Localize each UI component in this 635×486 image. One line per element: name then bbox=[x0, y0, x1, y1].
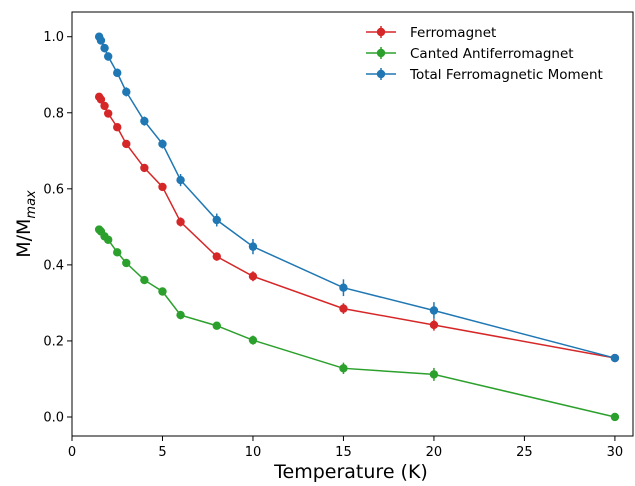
data-point bbox=[113, 123, 122, 132]
data-point bbox=[339, 364, 348, 373]
data-point bbox=[212, 321, 221, 330]
data-point bbox=[96, 36, 106, 45]
legend-label: Ferromagnet bbox=[410, 25, 496, 41]
legend-marker bbox=[376, 69, 386, 79]
data-point bbox=[140, 163, 149, 173]
y-tick-label: 1.0 bbox=[43, 30, 64, 45]
data-point bbox=[610, 353, 620, 363]
data-point bbox=[339, 283, 348, 292]
data-point bbox=[176, 217, 185, 227]
series-line bbox=[98, 96, 616, 359]
data-point bbox=[140, 275, 149, 285]
series-ferromagnet bbox=[94, 92, 620, 363]
data-point bbox=[339, 304, 348, 313]
x-axis-title: Temperature (K) bbox=[273, 461, 428, 483]
data-point bbox=[122, 139, 131, 149]
series-line bbox=[98, 228, 616, 418]
data-point bbox=[212, 215, 221, 225]
y-tick-label: 0.8 bbox=[43, 106, 64, 121]
x-tick-label: 20 bbox=[426, 445, 443, 460]
y-tick-label: 0.6 bbox=[43, 182, 64, 197]
data-point bbox=[122, 258, 131, 268]
data-point bbox=[158, 287, 167, 296]
data-point bbox=[429, 370, 439, 379]
data-point bbox=[429, 320, 439, 330]
legend: Ferromagnet Canted Antiferromagnet Total F… bbox=[366, 25, 603, 83]
data-point bbox=[248, 335, 258, 345]
data-point bbox=[140, 116, 149, 126]
data-point bbox=[96, 95, 106, 104]
plot-frame bbox=[71, 11, 634, 437]
x-tick-label: 25 bbox=[516, 445, 533, 460]
data-point bbox=[100, 43, 109, 53]
x-tick-label: 5 bbox=[158, 445, 166, 460]
data-point bbox=[248, 242, 258, 251]
legend-label: Total Ferromagnetic Moment bbox=[409, 67, 603, 83]
data-point bbox=[158, 182, 167, 192]
legend-item: Total Ferromagnetic Moment bbox=[366, 67, 603, 83]
data-point bbox=[176, 310, 185, 320]
data-point bbox=[212, 252, 221, 261]
data-point bbox=[158, 139, 167, 149]
x-tick-label: 15 bbox=[335, 445, 352, 460]
plot-area bbox=[94, 32, 620, 422]
x-tick-label: 30 bbox=[607, 445, 624, 460]
data-point bbox=[429, 306, 439, 315]
series-canted-antiferromagnet bbox=[94, 225, 620, 422]
legend-marker bbox=[376, 27, 386, 37]
y-axis-title-subscript: max bbox=[24, 190, 39, 219]
data-point bbox=[103, 109, 113, 118]
x-tick-label: 10 bbox=[245, 445, 262, 460]
legend-item: Ferromagnet bbox=[366, 25, 496, 41]
y-tick-label: 0.4 bbox=[43, 258, 64, 273]
legend-marker bbox=[376, 48, 386, 58]
data-point bbox=[103, 52, 113, 61]
data-point bbox=[176, 175, 185, 185]
y-tick-label: 0.2 bbox=[43, 334, 64, 349]
data-point bbox=[610, 412, 620, 422]
data-point bbox=[100, 101, 109, 111]
axes: 0 5 10 15 20 25 30 0.0 0.2 0.4 0.6 0.8 1.0 bbox=[43, 11, 634, 460]
legend-label: Canted Antiferromagnet bbox=[410, 46, 574, 62]
data-point bbox=[103, 235, 113, 244]
y-tick-label: 0.0 bbox=[43, 410, 64, 425]
data-point bbox=[248, 272, 258, 281]
data-point bbox=[122, 87, 131, 97]
x-tick-label: 0 bbox=[68, 445, 76, 460]
series-total-ferromagnetic-moment bbox=[94, 32, 620, 363]
data-point bbox=[113, 68, 122, 78]
y-axis-title: M/Mmax bbox=[13, 190, 39, 258]
y-axis-title-main: M/M bbox=[13, 219, 35, 258]
legend-item: Canted Antiferromagnet bbox=[366, 46, 574, 62]
data-point bbox=[113, 248, 122, 257]
